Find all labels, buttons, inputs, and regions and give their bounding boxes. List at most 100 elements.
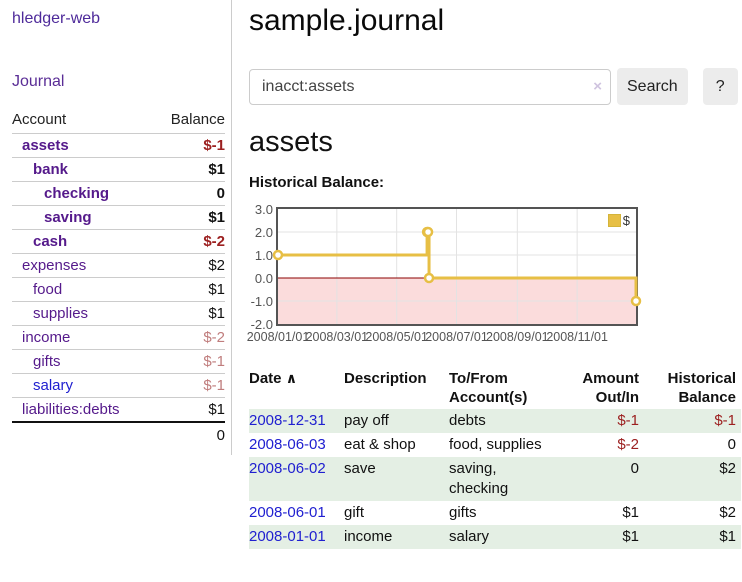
transaction-balance: $-1 — [639, 409, 741, 433]
account-row-liabilities-debts: liabilities:debts $1 — [12, 398, 225, 423]
transaction-balance: $2 — [639, 457, 741, 501]
transaction-description: gift — [344, 504, 365, 521]
search-form: × Search ? — [249, 68, 742, 105]
historical-balance-chart: 3.0 2.0 1.0 0.0 -1.0 -2.0 $ 2008/01/01 2008/03… — [246, 202, 742, 347]
accounts-total-row: 0 — [12, 421, 225, 448]
transaction-amount: $-1 — [579, 409, 639, 433]
transaction-balance: $1 — [639, 525, 741, 549]
account-balance: $1 — [153, 157, 225, 182]
y-axis-tick-label: 3.0 — [254, 202, 273, 217]
account-row-food: food $1 — [12, 277, 225, 302]
nav-journal: Journal — [12, 73, 225, 91]
search-button[interactable]: Search — [617, 68, 688, 105]
column-header-date[interactable]: Date ∧ — [249, 367, 344, 409]
x-axis-tick-label: 2008/01/01 — [246, 330, 310, 344]
transaction-row: 2008-12-31 pay off debts $-1 $-1 — [249, 409, 741, 433]
hledger-web-app: hledger-web Journal Account Balance asse… — [0, 0, 742, 569]
account-balance: $1 — [153, 277, 225, 302]
transaction-date-link[interactable]: 2008-06-03 — [249, 436, 326, 453]
balance-column-header: Balance — [153, 108, 225, 134]
accounts-total-value: 0 — [153, 421, 225, 448]
journal-link[interactable]: Journal — [12, 73, 65, 90]
legend-label: $ — [622, 213, 630, 228]
transaction-amount: $1 — [579, 525, 639, 549]
x-axis-tick-label: 2008/03/01 — [305, 330, 369, 344]
account-link-income[interactable]: income — [22, 329, 71, 346]
account-balance: $-1 — [153, 349, 225, 374]
transaction-accounts: debts — [449, 409, 579, 433]
column-header-description: Description — [344, 370, 427, 387]
transaction-accounts: gifts — [449, 504, 477, 521]
account-link-food[interactable]: food — [33, 281, 63, 298]
accounts-column-header: Account — [12, 108, 154, 134]
account-row-expenses: expenses $2 — [12, 253, 225, 278]
transaction-description: pay off — [344, 409, 449, 433]
sidebar: hledger-web Journal Account Balance asse… — [0, 0, 232, 455]
main-content: sample.journal × Search ? assets Histori… — [232, 0, 742, 569]
x-axis-tick-label: 2008/11/01 — [546, 330, 608, 344]
account-link-gifts[interactable]: gifts — [33, 353, 61, 370]
transaction-date-link[interactable]: 2008-12-31 — [249, 412, 326, 429]
transaction-date-link[interactable]: 2008-01-01 — [249, 528, 326, 545]
register-table: Date ∧ Description To/From Account(s) Am… — [249, 367, 741, 549]
transaction-date-link[interactable]: 2008-06-02 — [249, 460, 326, 477]
account-balance: $-1 — [153, 373, 225, 398]
x-axis-tick-label: 2008/07/01 — [425, 330, 488, 344]
account-link-cash[interactable]: cash — [33, 233, 68, 250]
search-box: × — [249, 68, 611, 105]
account-link-checking[interactable]: checking — [44, 185, 110, 202]
account-link-liabilities-debts[interactable]: liabilities:debts — [22, 401, 120, 418]
account-balance: $-2 — [153, 325, 225, 350]
account-link-salary[interactable]: salary — [33, 377, 74, 394]
chart-title: Historical Balance: — [249, 174, 385, 191]
transaction-row: 2008-06-03 eat & shop food, supplies $-2… — [249, 433, 741, 457]
account-row-saving: saving $1 — [12, 205, 225, 230]
clear-search-icon[interactable]: × — [593, 77, 602, 95]
y-axis-tick-label: 0.0 — [254, 271, 273, 286]
account-balance: 0 — [153, 181, 225, 206]
help-button[interactable]: ? — [702, 68, 738, 105]
column-header-balance: Historical Balance — [667, 370, 736, 406]
transaction-description: save — [344, 457, 449, 501]
account-balance: $1 — [153, 301, 225, 326]
transaction-accounts: saving, checking — [449, 457, 579, 501]
x-axis-tick-label: 2008/05/01 — [365, 330, 428, 344]
chart-legend: $ — [607, 213, 630, 228]
account-row-assets: assets $-1 — [12, 133, 225, 158]
y-axis-tick-label: 1.0 — [254, 248, 273, 263]
transaction-amount: 0 — [579, 457, 639, 501]
transaction-date-link[interactable]: 2008-06-01 — [249, 504, 326, 521]
account-row-supplies: supplies $1 — [12, 301, 225, 326]
account-link-bank[interactable]: bank — [33, 161, 69, 178]
y-axis-tick-label: -2.0 — [250, 317, 273, 332]
account-link-assets[interactable]: assets — [22, 137, 69, 154]
account-row-gifts: gifts $-1 — [12, 349, 225, 374]
account-link-expenses[interactable]: expenses — [22, 257, 87, 274]
account-row-checking: checking 0 — [12, 181, 225, 206]
y-axis-tick-label: -1.0 — [250, 294, 273, 309]
account-row-bank: bank $1 — [12, 157, 225, 182]
brand: hledger-web — [12, 10, 225, 28]
account-link-supplies[interactable]: supplies — [33, 305, 89, 322]
column-header-accounts: To/From Account(s) — [449, 370, 528, 406]
x-axis-tick-label: 2008/09/01 — [486, 330, 549, 344]
app-brand-link[interactable]: hledger-web — [12, 10, 101, 27]
sort-ascending-icon: ∧ — [285, 370, 298, 386]
column-header-amount: Amount Out/In — [582, 370, 639, 406]
chart-plot-area[interactable]: $ — [272, 207, 642, 326]
search-input[interactable] — [249, 68, 611, 105]
transaction-row: 2008-06-01 gift gifts $1 $2 — [249, 501, 741, 525]
chart-canvas — [272, 209, 642, 324]
transaction-balance: $2 — [719, 504, 736, 521]
account-balance: $2 — [153, 253, 225, 278]
account-link-saving[interactable]: saving — [44, 209, 92, 226]
transaction-amount: $-2 — [617, 436, 639, 453]
y-axis-tick-label: 2.0 — [254, 225, 273, 240]
date-header-label: Date — [249, 370, 282, 387]
transaction-balance: 0 — [727, 436, 736, 453]
accounts-table: Account Balance assets $-1 bank $1 check… — [12, 108, 225, 448]
transaction-amount: $1 — [622, 504, 639, 521]
register-header-row: Date ∧ Description To/From Account(s) Am… — [249, 367, 741, 409]
account-balance: $-1 — [153, 133, 225, 158]
account-balance: $1 — [208, 401, 225, 418]
